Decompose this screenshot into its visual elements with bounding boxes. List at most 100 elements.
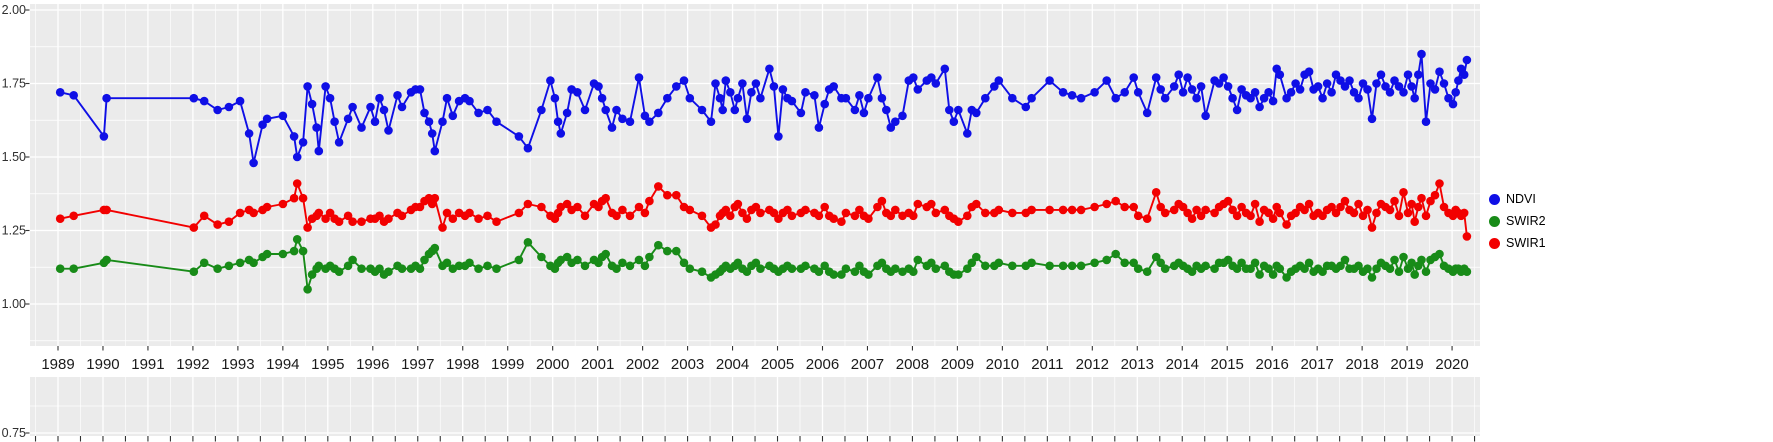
data-point-ndvi [886, 123, 896, 132]
data-point-swir1 [954, 217, 963, 226]
data-point-ndvi [972, 108, 981, 118]
data-point-swir1 [1390, 196, 1399, 206]
data-point-ndvi [855, 91, 864, 100]
data-point-swir2 [523, 238, 533, 247]
data-point-ndvi [375, 93, 384, 103]
data-point-swir1 [69, 211, 78, 221]
data-point-ndvi [1354, 93, 1363, 103]
data-point-ndvi [1223, 82, 1233, 91]
data-point-ndvi [330, 117, 339, 126]
data-point-swir1 [537, 202, 546, 212]
data-point-ndvi [366, 102, 375, 112]
data-point-swir2 [618, 258, 627, 268]
data-point-swir2 [931, 264, 941, 274]
data-point-swir1 [1327, 202, 1336, 212]
data-point-ndvi [292, 152, 302, 162]
data-point-swir1 [1439, 202, 1449, 212]
y-axis-label: 1.25 [2, 224, 26, 238]
data-point-ndvi [597, 93, 607, 103]
data-point-swir1 [738, 208, 747, 218]
x-axis-label: 1989 [41, 356, 74, 373]
data-point-ndvi [1183, 73, 1192, 82]
legend-item-swir2: SWIR2 [1489, 210, 1546, 232]
data-point-ndvi [594, 82, 603, 91]
data-point-ndvi [1399, 88, 1408, 97]
data-point-swir2 [55, 264, 65, 274]
data-point-swir2 [1133, 264, 1143, 274]
data-point-swir2 [262, 249, 272, 259]
data-point-ndvi [1336, 76, 1345, 85]
data-point-swir1 [189, 223, 199, 232]
data-point-swir1 [1349, 208, 1359, 218]
data-point-swir2 [1210, 264, 1219, 274]
data-point-ndvi [562, 108, 572, 118]
data-point-ndvi [810, 91, 819, 100]
data-point-ndvi [1275, 70, 1285, 79]
data-point-swir1 [1417, 193, 1426, 203]
data-point-swir1 [645, 196, 654, 206]
data-point-ndvi [1008, 93, 1017, 103]
data-point-ndvi [314, 146, 324, 156]
x-axis-label: 2013 [1121, 356, 1154, 373]
x-axis-label: 2012 [1076, 356, 1109, 373]
x-axis-label: 1995 [311, 356, 344, 373]
data-point-ndvi [357, 123, 366, 132]
data-point-swir2 [1304, 258, 1314, 268]
data-point-ndvi [1426, 79, 1435, 88]
data-point-ndvi [1192, 93, 1201, 103]
data-point-ndvi [1313, 82, 1323, 91]
data-point-swir1 [963, 211, 972, 221]
data-point-swir2 [963, 264, 972, 274]
y-axis-label: 0.75 [2, 426, 26, 440]
data-point-swir1 [249, 208, 258, 218]
data-point-swir1 [1151, 188, 1161, 197]
data-point-swir2 [1399, 252, 1408, 262]
data-point-ndvi [1111, 93, 1120, 103]
data-point-ndvi [321, 82, 330, 91]
data-point-swir1 [1331, 208, 1341, 218]
data-point-swir1 [801, 205, 810, 215]
data-point-ndvi [244, 129, 254, 138]
data-point-ndvi [1027, 93, 1036, 103]
data-point-ndvi [801, 88, 810, 97]
data-point-ndvi [931, 79, 941, 88]
data-point-ndvi [69, 91, 78, 100]
data-point-swir2 [1111, 249, 1120, 259]
data-point-swir2 [213, 264, 222, 274]
data-point-swir2 [397, 264, 407, 274]
data-point-swir2 [314, 261, 324, 271]
data-point-swir1 [224, 217, 234, 226]
data-point-swir2 [733, 258, 743, 268]
data-point-swir1 [829, 214, 838, 223]
x-axis-label: 2003 [671, 356, 704, 373]
data-point-ndvi [1372, 79, 1381, 88]
data-point-swir1 [1183, 208, 1192, 218]
data-point-ndvi [348, 102, 357, 112]
x-axis-label: 1990 [86, 356, 119, 373]
data-point-swir1 [787, 211, 797, 221]
data-point-swir2 [679, 258, 689, 268]
data-point-ndvi [715, 93, 725, 103]
data-point-ndvi [601, 105, 610, 115]
data-point-ndvi [1286, 88, 1296, 97]
data-point-swir2 [307, 270, 317, 279]
data-point-swir2 [751, 258, 761, 268]
data-point-ndvi [1174, 70, 1183, 79]
data-point-swir2 [1282, 273, 1291, 282]
data-point-swir2 [837, 270, 846, 279]
data-point-swir1 [448, 214, 458, 223]
data-point-swir2 [384, 267, 393, 277]
y-axis-label: 1.75 [2, 77, 26, 91]
data-point-swir2 [343, 261, 353, 271]
data-point-swir1 [1076, 205, 1086, 215]
data-point-swir1 [940, 205, 950, 215]
data-point-swir1 [1367, 223, 1377, 232]
data-point-swir2 [454, 261, 464, 271]
data-point-swir1 [397, 211, 407, 221]
data-point-swir1 [343, 211, 353, 221]
x-axis-label: 2000 [536, 356, 569, 373]
data-point-ndvi [465, 96, 474, 106]
data-point-swir2 [1076, 261, 1086, 271]
